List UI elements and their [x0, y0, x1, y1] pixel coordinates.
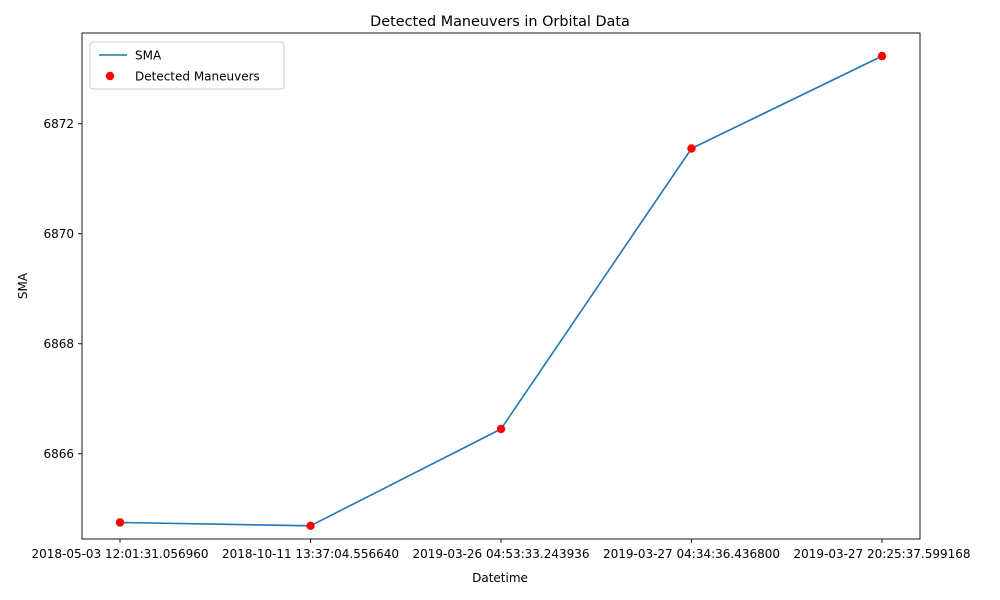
x-tick-label: 2019-03-27 20:25:37.599168 — [793, 547, 970, 561]
legend-entry-label: SMA — [135, 48, 162, 62]
maneuver-point — [687, 144, 696, 153]
maneuver-point — [496, 424, 506, 434]
axes-layer: 2018-05-03 12:01:31.056960 2018-10-11 13:… — [31, 32, 971, 561]
legend-entry-label: Detected Maneuvers — [135, 69, 260, 83]
maneuver-point — [115, 518, 125, 527]
legend: SMA Detected Maneuvers — [89, 41, 285, 90]
y-tick-label: 6866 — [43, 447, 74, 461]
x-tick-label: 2019-03-27 04:34:36.436800 — [603, 547, 780, 561]
y-tick-label: 6872 — [43, 117, 74, 131]
plot-frame — [82, 33, 920, 539]
x-tick-label: 2018-10-11 13:37:04.556640 — [222, 547, 399, 561]
y-tick-label: 6868 — [43, 337, 74, 351]
x-tick-label: 2019-03-26 04:53:33.243936 — [412, 547, 589, 561]
maneuver-point — [306, 521, 315, 530]
y-axis-label: SMA — [16, 272, 30, 299]
y-tick-label: 6870 — [43, 227, 74, 241]
series-layer — [115, 51, 887, 530]
maneuver-point — [877, 51, 887, 61]
legend-marker-swatch — [105, 71, 115, 81]
x-tick-label: 2018-05-03 12:01:31.056960 — [31, 547, 208, 561]
plot-area: 2018-05-03 12:01:31.056960 2018-10-11 13:… — [31, 32, 971, 561]
x-axis-label: Datetime — [472, 571, 528, 585]
legend-box — [89, 41, 285, 90]
chart-title: Detected Maneuvers in Orbital Data — [370, 14, 630, 30]
